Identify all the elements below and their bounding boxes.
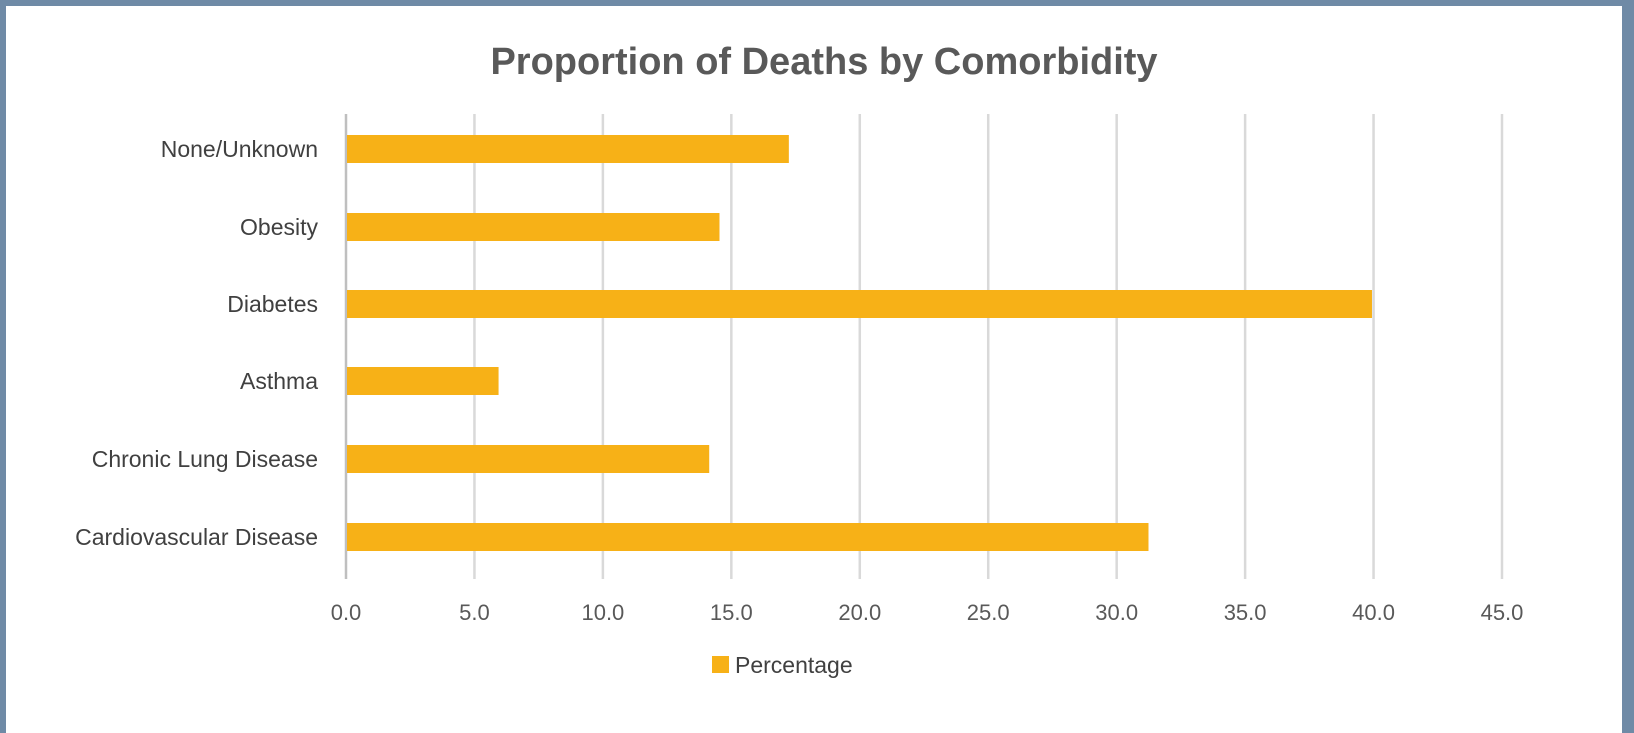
category-label: Diabetes	[227, 291, 318, 317]
category-label: Asthma	[240, 368, 318, 394]
bar	[347, 290, 1372, 318]
category-label: Chronic Lung Disease	[92, 446, 318, 472]
x-tick-label: 0.0	[331, 600, 362, 625]
bars	[347, 135, 1372, 551]
category-label: None/Unknown	[161, 136, 318, 162]
x-tick-label: 25.0	[967, 600, 1010, 625]
x-tick-label: 30.0	[1095, 600, 1138, 625]
category-label: Obesity	[240, 214, 318, 240]
x-tick-label: 15.0	[710, 600, 753, 625]
category-labels: Cardiovascular Disease Chronic Lung Disea…	[75, 136, 318, 550]
x-tick-labels: 0.0 5.0 10.0 15.0 20.0 25.0 30.0 35.0 40.0 45.0	[331, 600, 1524, 625]
bar	[347, 523, 1149, 551]
x-tick-label: 45.0	[1481, 600, 1524, 625]
x-tick-label: 20.0	[838, 600, 881, 625]
chart-title: Proportion of Deaths by Comorbidity	[490, 41, 1157, 83]
x-tick-label: 40.0	[1352, 600, 1395, 625]
legend: Percentage	[712, 652, 853, 678]
bar	[347, 445, 710, 473]
category-label: Cardiovascular Disease	[75, 524, 318, 550]
x-tick-label: 10.0	[581, 600, 624, 625]
legend-label: Percentage	[735, 652, 853, 678]
bar	[347, 367, 499, 395]
bar	[347, 135, 789, 163]
chart-frame: Proportion of Deaths by Comorbidity Card…	[6, 6, 1622, 733]
legend-swatch	[712, 656, 729, 673]
bar	[347, 213, 720, 241]
x-tick-label: 5.0	[459, 600, 490, 625]
gridlines	[344, 114, 1504, 579]
bar-chart: Proportion of Deaths by Comorbidity Card…	[75, 41, 1524, 678]
x-tick-label: 35.0	[1224, 600, 1267, 625]
